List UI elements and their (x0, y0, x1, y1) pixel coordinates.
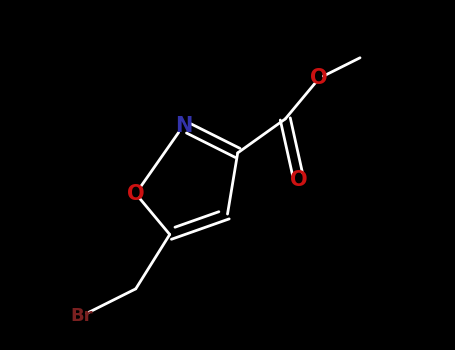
Text: Br: Br (70, 307, 93, 325)
Text: O: O (127, 184, 145, 204)
Text: O: O (310, 68, 328, 88)
Text: O: O (290, 170, 308, 190)
Text: N: N (175, 116, 192, 136)
